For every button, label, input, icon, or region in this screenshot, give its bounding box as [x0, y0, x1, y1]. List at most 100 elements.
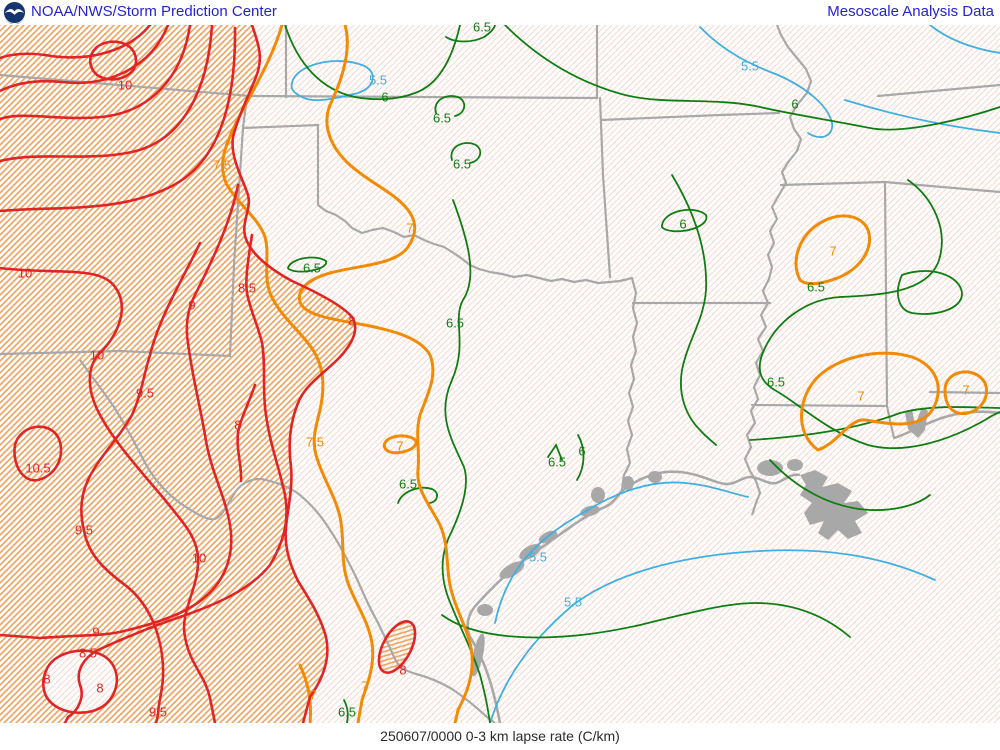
green-contour	[758, 179, 1000, 450]
mississippi-river	[743, 25, 813, 516]
noaa-logo-icon	[3, 1, 26, 24]
red-contour	[236, 383, 257, 483]
contour-label: 7	[829, 243, 837, 259]
contour-label: 6	[679, 216, 687, 232]
green-contour	[749, 406, 1000, 441]
orange-contour	[943, 370, 989, 416]
gulf-coast-line	[466, 470, 801, 723]
green-contour	[576, 434, 585, 481]
contour-label: 7	[309, 687, 317, 703]
lake-pontchartrain	[757, 460, 783, 476]
cyan-contour	[699, 26, 833, 138]
contour-label: 6.5	[766, 374, 786, 390]
orange-contour	[382, 434, 418, 455]
red-contour	[80, 241, 202, 723]
contour-label: 8	[234, 417, 242, 433]
green-contour	[397, 486, 438, 504]
state-border-line	[750, 403, 887, 408]
green-contour	[504, 25, 1000, 131]
sabine-lake	[622, 476, 634, 490]
contour-label: 7	[962, 382, 970, 398]
green-contour	[769, 459, 931, 511]
hatch-region-small	[378, 621, 416, 673]
contour-label: 8	[348, 313, 356, 329]
state-border-line	[620, 276, 639, 491]
red-contour	[13, 425, 63, 482]
state-borders	[0, 25, 1000, 491]
cyan-contour	[844, 99, 1000, 134]
laguna-madre	[471, 633, 485, 677]
contour-label: 9	[92, 624, 100, 640]
rivers	[79, 25, 813, 723]
contour-label: 9	[188, 297, 196, 313]
orange-contour	[298, 663, 312, 723]
red-contour	[88, 40, 138, 81]
state-border-line	[599, 111, 781, 122]
orange-contour	[297, 25, 474, 723]
contour-label: 5.5	[563, 594, 583, 610]
cyan-contour	[494, 481, 749, 624]
map-caption: 250607/0000 0-3 km lapse rate (C/km)	[380, 728, 620, 744]
orange-contour	[800, 351, 940, 452]
contour-label: 9.5	[135, 385, 155, 401]
contour-label: 8.5	[78, 645, 98, 661]
contour-label: 7.5	[212, 157, 232, 173]
contour-label: 10	[17, 265, 33, 281]
header-bar: NOAA/NWS/Storm Prediction Center Mesosca…	[0, 0, 1000, 25]
rio-grande-river	[79, 359, 496, 723]
contour-label: 6.5	[337, 704, 357, 720]
contour-label: 6.5	[445, 315, 465, 331]
contour-label: 10	[191, 550, 207, 566]
contour-label: 6.5	[302, 260, 322, 276]
green-contour	[441, 602, 851, 639]
contour-label: 6.5	[547, 454, 567, 470]
state-border-line	[598, 96, 612, 279]
contour-label: 7.5	[305, 434, 325, 450]
footer-bar: 250607/0000 0-3 km lapse rate (C/km)	[0, 723, 1000, 750]
lake	[787, 459, 803, 471]
green-contour	[287, 256, 327, 273]
red-contour	[0, 26, 237, 213]
red-contour	[63, 233, 288, 723]
red-contour	[377, 620, 417, 674]
contour-label: 8	[96, 680, 104, 696]
contours-red	[0, 25, 417, 723]
contour-label: 9.5	[148, 704, 168, 720]
contour-label: 7	[406, 220, 414, 236]
contour-label: 9.5	[74, 522, 94, 538]
state-border-line	[876, 83, 1000, 98]
green-contour	[284, 25, 461, 101]
florida-coast-line	[893, 410, 1000, 440]
contour-label: 6	[578, 443, 586, 459]
state-border-line	[0, 126, 245, 358]
contour-label: 5.5	[740, 58, 760, 74]
galveston-bay	[591, 487, 605, 503]
red-contour	[0, 25, 152, 60]
mississippi-delta	[800, 470, 868, 540]
contour-label: 6.5	[398, 476, 418, 492]
lapse-rate-map	[0, 25, 1000, 723]
red-contour	[0, 25, 170, 93]
cyan-contour	[290, 60, 374, 102]
contour-label: 6.5	[452, 156, 472, 172]
red-river	[317, 204, 633, 285]
contour-label: 7	[857, 388, 865, 404]
state-border-line	[883, 180, 896, 440]
contour-label: 5.5	[528, 549, 548, 565]
contour-label: 10.5	[25, 460, 51, 476]
contour-label: 6.5	[472, 19, 492, 35]
green-contour	[343, 699, 349, 723]
red-contour	[0, 25, 192, 121]
contour-label: 6	[791, 96, 799, 112]
calcasieu-lake	[648, 471, 662, 483]
contour-label: 7	[361, 678, 369, 694]
red-contour	[0, 25, 214, 163]
contour-label: 10	[89, 347, 105, 363]
cyan-contour	[929, 25, 1000, 54]
red-contour	[42, 649, 119, 714]
green-contour	[450, 142, 482, 164]
bay	[477, 604, 493, 616]
contour-label: 7	[396, 438, 404, 454]
red-contour	[231, 25, 357, 723]
